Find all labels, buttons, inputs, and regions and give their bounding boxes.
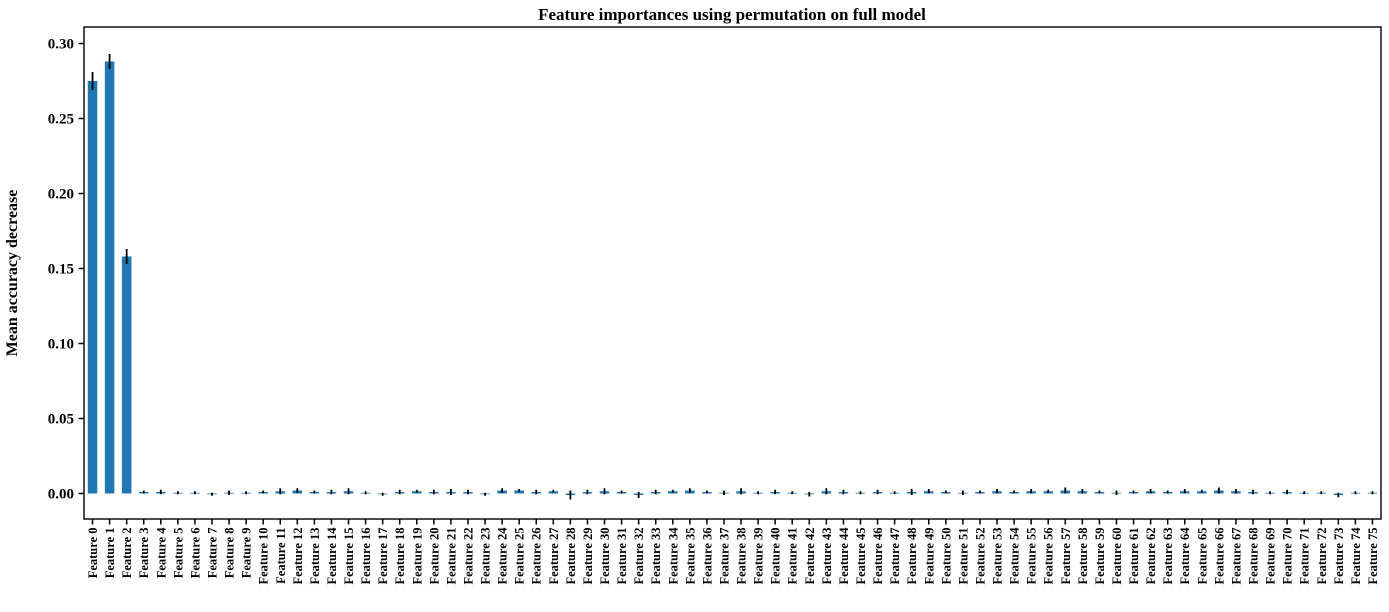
- x-tick-label: Feature 69: [1264, 528, 1278, 585]
- bars-group: [87, 61, 1378, 495]
- x-tick-label: Feature 54: [1008, 527, 1022, 585]
- x-tick-label: Feature 39: [752, 528, 766, 585]
- x-tick-label: Feature 47: [888, 528, 902, 585]
- y-tick-label: 0.00: [48, 487, 74, 503]
- x-tick-label: Feature 33: [649, 528, 663, 585]
- plot-frame: [83, 26, 1382, 520]
- x-tick-label: Feature 30: [598, 528, 612, 585]
- y-tick-label: 0.25: [48, 112, 74, 128]
- x-tick-label: Feature 62: [1144, 528, 1158, 585]
- error-bars-group: [91, 54, 1374, 500]
- x-tick-label: Feature 32: [632, 528, 646, 585]
- x-tick-label: Feature 36: [700, 528, 714, 585]
- x-tick-label: Feature 71: [1298, 528, 1312, 585]
- x-tick-label: Feature 5: [171, 528, 185, 579]
- x-tick-label: Feature 12: [291, 528, 305, 585]
- x-tick-label: Feature 41: [786, 528, 800, 585]
- x-tick-label: Feature 18: [393, 528, 407, 585]
- x-tick-label: Feature 66: [1212, 528, 1226, 585]
- x-tick-label: Feature 35: [683, 528, 697, 585]
- x-tick-label: Feature 14: [325, 527, 339, 585]
- x-tick-label: Feature 21: [444, 528, 458, 585]
- x-tick-label: Feature 59: [1093, 528, 1107, 585]
- x-tick-label: Feature 2: [120, 528, 134, 579]
- x-tick-label: Feature 38: [735, 528, 749, 585]
- x-tick-label: Feature 6: [188, 528, 202, 579]
- bar: [87, 81, 98, 494]
- x-tick-label: Feature 9: [240, 528, 254, 579]
- x-tick-label: Feature 73: [1332, 528, 1346, 585]
- x-tick-label: Feature 25: [513, 528, 527, 585]
- x-tick-label: Feature 50: [939, 528, 953, 585]
- x-tick-label: Feature 24: [496, 527, 510, 585]
- x-tick-label: Feature 51: [956, 528, 970, 585]
- bar: [104, 61, 115, 494]
- x-tick-label: Feature 52: [973, 527, 987, 584]
- x-tick-label: Feature 7: [205, 528, 219, 579]
- chart-title: Feature importances using permutation on…: [538, 5, 926, 24]
- x-tick-label: Feature 55: [1025, 528, 1039, 585]
- y-tick-label: 0.20: [48, 187, 74, 203]
- x-axis-ticks-group: Feature 0 Feature 1 Feature 2 Feature 3 Feat…: [86, 519, 1380, 585]
- x-tick-label: Feature 57: [1059, 528, 1073, 585]
- x-tick-label: Feature 29: [581, 528, 595, 585]
- x-tick-label: Feature 10: [257, 528, 271, 585]
- y-tick-label: 0.15: [48, 262, 74, 278]
- x-tick-label: Feature 1: [103, 528, 117, 579]
- y-tick-label: 0.30: [48, 37, 74, 53]
- x-tick-label: Feature 44: [837, 527, 851, 585]
- x-tick-label: Feature 27: [547, 528, 561, 585]
- x-tick-label: Feature 37: [717, 528, 731, 585]
- x-tick-label: Feature 4: [154, 527, 168, 579]
- x-tick-label: Feature 40: [769, 528, 783, 585]
- x-tick-label: Feature 34: [666, 527, 680, 585]
- y-tick-label: 0.05: [48, 412, 74, 428]
- x-tick-label: Feature 16: [359, 528, 373, 585]
- x-tick-label: Feature 20: [427, 528, 441, 585]
- x-tick-label: Feature 17: [376, 528, 390, 585]
- x-tick-label: Feature 13: [308, 528, 322, 585]
- x-tick-label: Feature 26: [530, 528, 544, 585]
- x-tick-label: Feature 72: [1315, 528, 1329, 585]
- x-tick-label: Feature 42: [803, 528, 817, 585]
- x-tick-label: Feature 28: [564, 528, 578, 585]
- x-tick-label: Feature 58: [1076, 528, 1090, 585]
- x-tick-label: Feature 49: [922, 528, 936, 585]
- x-tick-label: Feature 53: [991, 528, 1005, 585]
- x-tick-label: Feature 0: [86, 528, 100, 579]
- x-tick-label: Feature 75: [1366, 528, 1380, 585]
- x-tick-label: Feature 65: [1195, 528, 1209, 585]
- y-tick-label: 0.10: [48, 337, 74, 353]
- x-tick-label: Feature 68: [1247, 528, 1261, 585]
- x-tick-label: Feature 15: [342, 528, 356, 585]
- x-tick-label: Feature 43: [820, 528, 834, 585]
- x-tick-label: Feature 3: [137, 528, 151, 579]
- x-tick-label: Feature 22: [461, 528, 475, 585]
- y-axis-ticks-group: 0.00 0.05 0.10 0.15 0.20 0.25 0.30: [48, 37, 84, 503]
- x-tick-label: Feature 56: [1042, 528, 1056, 585]
- x-tick-label: Feature 70: [1281, 528, 1295, 585]
- x-tick-label: Feature 63: [1161, 528, 1175, 585]
- x-tick-label: Feature 23: [479, 528, 493, 585]
- x-tick-label: Feature 11: [274, 528, 288, 584]
- x-tick-label: Feature 67: [1229, 528, 1243, 585]
- x-tick-label: Feature 61: [1127, 528, 1141, 585]
- x-tick-label: Feature 31: [615, 528, 629, 585]
- x-tick-label: Feature 48: [905, 528, 919, 585]
- x-tick-label: Feature 74: [1349, 527, 1363, 585]
- x-tick-label: Feature 60: [1110, 528, 1124, 585]
- x-tick-label: Feature 8: [223, 528, 237, 579]
- x-tick-label: Feature 45: [854, 528, 868, 585]
- x-tick-label: Feature 46: [871, 528, 885, 585]
- bar: [121, 256, 132, 494]
- x-tick-label: Feature 19: [410, 528, 424, 585]
- x-tick-label: Feature 64: [1178, 527, 1192, 585]
- y-axis-label: Mean accuracy decrease: [4, 190, 21, 357]
